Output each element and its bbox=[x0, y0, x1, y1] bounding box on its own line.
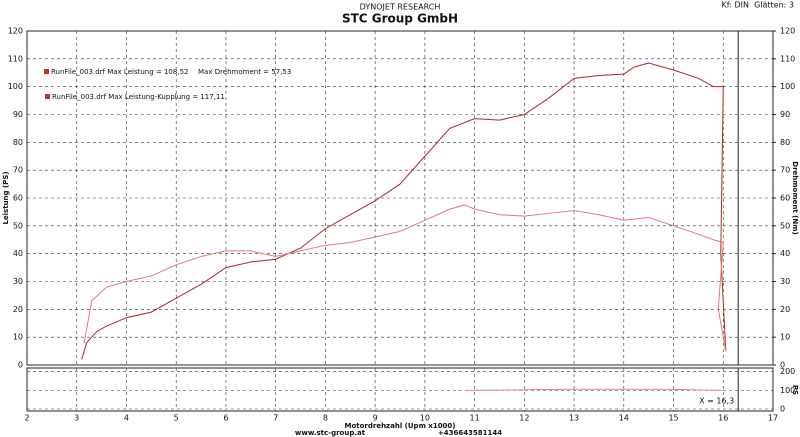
y-tick-label: 50 bbox=[13, 221, 23, 230]
y2-tick-label: 90 bbox=[780, 110, 790, 119]
x-tick-label: 2 bbox=[24, 414, 29, 423]
y-tick-label: 120 bbox=[8, 27, 23, 36]
x-tick-label: 13 bbox=[569, 414, 579, 423]
y2-tick-label: 10 bbox=[780, 333, 790, 342]
y-tick-label: 20 bbox=[13, 305, 23, 314]
chart-subtitle: DYNOJET RESEARCH bbox=[360, 3, 441, 12]
x-tick-label: 3 bbox=[74, 414, 79, 423]
y2-tick-label: 120 bbox=[780, 27, 795, 36]
footer-website: www.stc-group.at bbox=[295, 429, 366, 437]
y2-axis-label: Drehmoment (Nm) bbox=[791, 161, 799, 234]
x-tick-label: 8 bbox=[323, 414, 328, 423]
y2-tick-label: 80 bbox=[780, 138, 790, 147]
legend-text: RunFile_003.drf Max Leistung = 108,52 bbox=[51, 68, 188, 76]
y-tick-label: 0 bbox=[780, 405, 785, 414]
x-tick-label: 7 bbox=[273, 414, 278, 423]
x-tick-label: 15 bbox=[668, 414, 678, 423]
footer-phone: +436643581144 bbox=[438, 429, 502, 437]
x-tick-label: 10 bbox=[420, 414, 430, 423]
lower-y-axis-label: PS bbox=[791, 385, 799, 395]
y-tick-label: 200 bbox=[780, 367, 795, 376]
y2-tick-label: 60 bbox=[780, 194, 790, 203]
y-tick-label: 100 bbox=[8, 82, 23, 91]
x-tick-label: 5 bbox=[174, 414, 179, 423]
y2-tick-label: 30 bbox=[780, 277, 790, 286]
y-tick-label: 60 bbox=[13, 194, 23, 203]
x-tick-label: 4 bbox=[124, 414, 129, 423]
y-axis-label: Leistung (PS) bbox=[2, 171, 10, 224]
series-line bbox=[83, 204, 727, 352]
legend-icon bbox=[45, 94, 50, 99]
x-tick-label: 14 bbox=[619, 414, 629, 423]
y-tick-label: 30 bbox=[13, 277, 23, 286]
x-tick-label: 17 bbox=[768, 414, 778, 423]
y2-tick-label: 70 bbox=[780, 166, 790, 175]
y-tick-label: 0 bbox=[18, 361, 23, 370]
legend-text: Max Drehmoment = 57,53 bbox=[198, 68, 291, 76]
x-tick-label: 9 bbox=[373, 414, 378, 423]
y2-tick-label: 110 bbox=[780, 54, 795, 63]
legend-text: RunFile_003.drf Max Leistung-Kupplung = … bbox=[52, 93, 225, 101]
y-tick-label: 80 bbox=[13, 138, 23, 147]
y2-tick-label: 50 bbox=[780, 221, 790, 230]
x-tick-label: 11 bbox=[470, 414, 480, 423]
legend-icon bbox=[44, 69, 49, 74]
y2-tick-label: 20 bbox=[780, 305, 790, 314]
series-line bbox=[81, 62, 727, 360]
y2-tick-label: 0 bbox=[780, 361, 785, 370]
y-tick-label: 70 bbox=[13, 166, 23, 175]
y-tick-label: 90 bbox=[13, 110, 23, 119]
chart-title: STC Group GmbH bbox=[342, 12, 458, 26]
x-tick-label: 6 bbox=[223, 414, 228, 423]
x-tick-label: 12 bbox=[519, 414, 529, 423]
y2-tick-label: 40 bbox=[780, 249, 790, 258]
lower-plot-frame bbox=[26, 367, 774, 412]
y-tick-label: 40 bbox=[13, 249, 23, 258]
x-axis-label: Motordrehzahl (Upm x1000) bbox=[344, 422, 455, 430]
cursor-label: X = 16,3 bbox=[699, 397, 734, 406]
y-tick-label: 10 bbox=[13, 333, 23, 342]
series-line bbox=[464, 388, 724, 391]
settings: Kf: DIN Glätten: 3 bbox=[721, 1, 794, 10]
y2-tick-label: 100 bbox=[780, 82, 795, 91]
x-tick-label: 16 bbox=[718, 414, 728, 423]
y-tick-label: 100 bbox=[780, 386, 795, 395]
y-tick-label: 110 bbox=[8, 54, 23, 63]
